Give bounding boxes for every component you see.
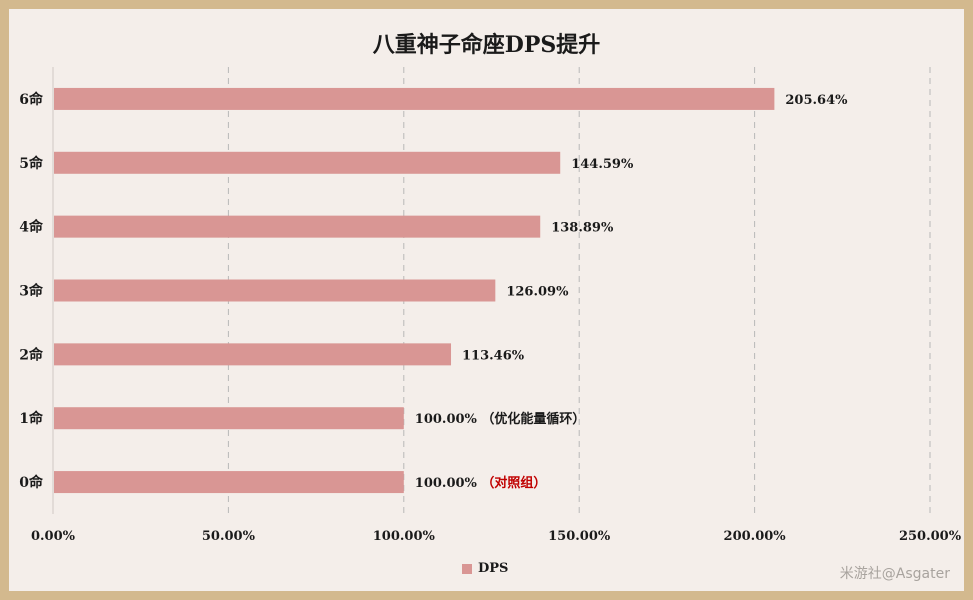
y-category-label: 4命 [19,219,44,236]
y-category-label: 1命 [19,410,44,427]
y-category-label: 2命 [19,346,44,363]
data-label: 126.09% [506,285,569,300]
bar [54,471,404,494]
legend: DPS [462,561,508,576]
data-label: 144.59% [571,157,634,172]
x-tick-label: 250.00% [899,529,962,544]
bar [54,87,775,110]
bar [54,343,452,366]
bar [54,407,404,430]
chart-frame: 八重神子命座DPS提升 0.00% 50.00% 100.00% 150.00% 200… [9,9,964,591]
chart-title: 八重神子命座DPS提升 [372,32,601,58]
x-tick-label: 150.00% [548,529,611,544]
data-label: 113.46% [462,348,525,363]
x-tick-label: 50.00% [202,529,256,544]
y-category-label: 3命 [19,283,44,300]
bar [54,215,541,238]
data-label: 138.89% [551,221,614,236]
legend-swatch [462,563,472,574]
bar [54,279,496,302]
bar-annotation: （优化能量循环） [477,411,586,427]
legend-label: DPS [478,561,509,576]
watermark: 米游社@Asgater [839,566,950,582]
y-category-label: 0命 [19,474,44,491]
data-label: 205.64% [785,93,848,108]
bar-chart: 0.00% 50.00% 100.00% 150.00% 200.00% 250.00% 6… [19,67,962,544]
data-label: 100.00% （对照组） [415,475,547,491]
bar-annotation: （对照组） [477,475,547,491]
x-tick-label: 0.00% [31,529,76,544]
y-category-label: 5命 [19,155,44,172]
x-tick-label: 100.00% [373,529,436,544]
x-tick-label: 200.00% [724,529,787,544]
data-label: 100.00% （优化能量循环） [415,411,586,427]
bar [54,151,561,174]
y-category-label: 6命 [19,91,44,108]
